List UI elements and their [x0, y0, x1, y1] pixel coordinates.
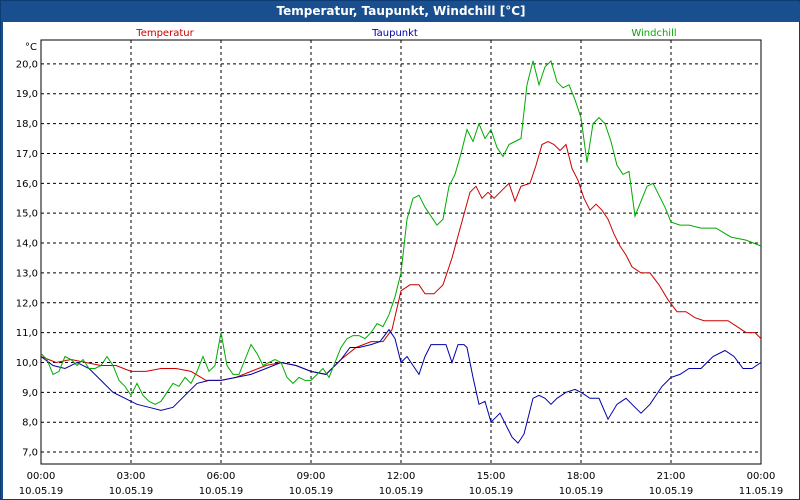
x-tick-date: 10.05.19: [19, 486, 64, 497]
x-tick-date: 10.05.19: [289, 486, 334, 497]
y-tick-label: 11,0: [16, 328, 38, 339]
y-tick-label: 8,0: [22, 418, 38, 429]
x-tick-date: 10.05.19: [379, 486, 424, 497]
x-tick-date: 10.05.19: [559, 486, 604, 497]
x-tick-time: 21:00: [657, 471, 686, 482]
x-tick-time: 03:00: [117, 471, 146, 482]
x-tick-date: 10.05.19: [469, 486, 514, 497]
x-tick-date: 11.05.19: [739, 486, 784, 497]
x-tick-time: 15:00: [477, 471, 506, 482]
series-line-taupunkt: [40, 328, 762, 444]
x-tick-time: 18:00: [567, 471, 596, 482]
legend-windchill: Windchill: [631, 28, 676, 39]
x-tick-date: 10.05.19: [109, 486, 154, 497]
y-tick-label: 16,0: [16, 179, 38, 190]
y-tick-label: 12,0: [16, 298, 38, 309]
series-lines: [40, 59, 762, 444]
y-tick-label: 7,0: [22, 448, 38, 459]
legend: Temperatur Taupunkt Windchill: [135, 28, 676, 39]
x-tick-time: 06:00: [207, 471, 236, 482]
line-chart: 7,0 8,0 9,0 10,0 11,0 12,0 13,0 14,0 15,0 16,0 17,…: [16, 28, 784, 497]
y-tick-label: 19,0: [16, 89, 38, 100]
window-title: Temperatur, Taupunkt, Windchill [°C]: [2, 2, 800, 21]
legend-temperatur: Temperatur: [135, 28, 194, 39]
series-line-temperatur: [40, 140, 762, 381]
y-tick-label: 14,0: [16, 239, 38, 250]
x-tick-date: 10.05.19: [199, 486, 244, 497]
x-tick-time: 12:00: [387, 471, 416, 482]
grid: [41, 40, 761, 464]
plot-frame: [40, 39, 762, 465]
x-tick-time: 00:00: [747, 471, 776, 482]
series-line-windchill: [40, 59, 762, 405]
chart-panel: 7,0 8,0 9,0 10,0 11,0 12,0 13,0 14,0 15,0 16,0 17,…: [3, 22, 799, 499]
y-axis-unit: °C: [25, 42, 37, 53]
tick-labels: 7,0 8,0 9,0 10,0 11,0 12,0 13,0 14,0 15,0 16,0 17,…: [16, 42, 784, 497]
y-tick-label: 15,0: [16, 209, 38, 220]
axes: [40, 39, 762, 465]
legend-taupunkt: Taupunkt: [371, 28, 418, 39]
y-tick-label: 9,0: [22, 388, 38, 399]
y-tick-label: 17,0: [16, 149, 38, 160]
x-tick-time: 00:00: [27, 471, 56, 482]
y-tick-label: 13,0: [16, 268, 38, 279]
y-tick-label: 20,0: [16, 59, 38, 70]
x-tick-time: 09:00: [297, 471, 326, 482]
y-tick-label: 18,0: [16, 119, 38, 130]
y-tick-label: 10,0: [16, 358, 38, 369]
x-tick-date: 10.05.19: [649, 486, 694, 497]
